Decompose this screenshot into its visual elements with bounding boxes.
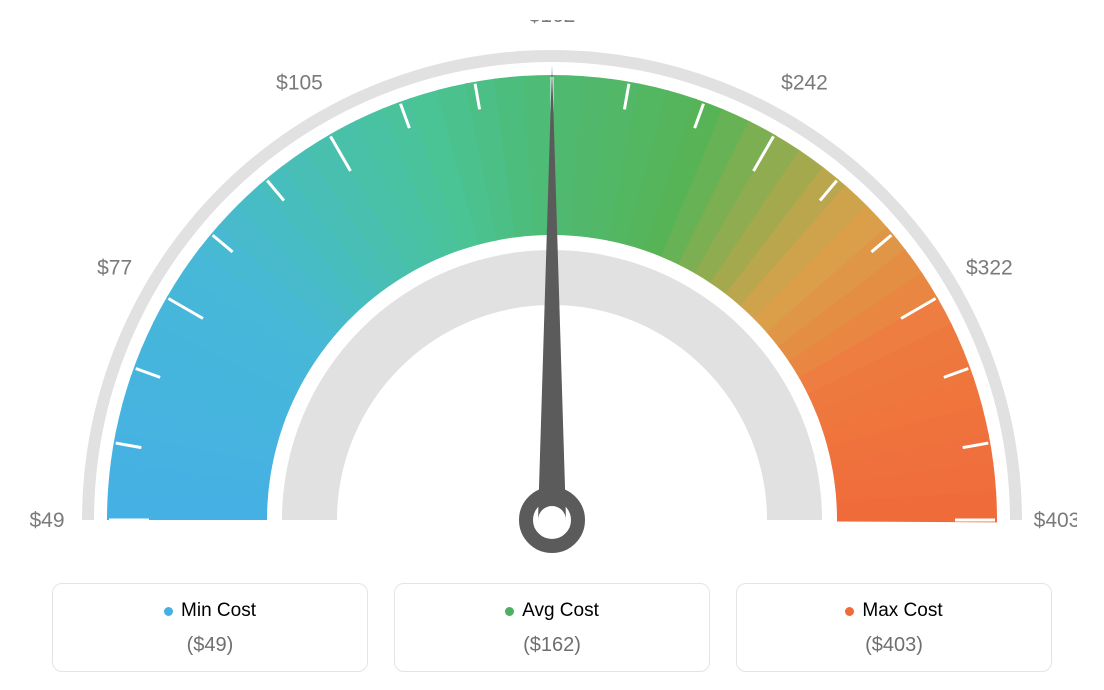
legend-max-card: Max Cost ($403) bbox=[736, 583, 1052, 672]
legend-max-value: ($403) bbox=[747, 634, 1041, 657]
gauge-svg: $49 $77 $105 $162 $242 $322 $403 bbox=[27, 20, 1077, 580]
dot-icon bbox=[505, 607, 514, 616]
legend-min-label: Min Cost bbox=[181, 600, 256, 622]
cost-gauge: $49 $77 $105 $162 $242 $322 $403 bbox=[27, 20, 1077, 580]
legend-min-title: Min Cost bbox=[164, 600, 256, 622]
svg-text:$77: $77 bbox=[97, 257, 132, 280]
legend-avg-value: ($162) bbox=[405, 634, 699, 657]
svg-text:$403: $403 bbox=[1034, 509, 1077, 532]
legend-max-title: Max Cost bbox=[845, 600, 942, 622]
legend-min-card: Min Cost ($49) bbox=[52, 583, 368, 672]
svg-text:$162: $162 bbox=[529, 20, 576, 27]
legend-min-value: ($49) bbox=[63, 634, 357, 657]
dot-icon bbox=[164, 607, 173, 616]
svg-text:$242: $242 bbox=[781, 72, 828, 95]
legend-max-label: Max Cost bbox=[862, 600, 942, 622]
svg-text:$49: $49 bbox=[29, 509, 64, 532]
legend-avg-card: Avg Cost ($162) bbox=[394, 583, 710, 672]
legend-avg-label: Avg Cost bbox=[522, 600, 599, 622]
svg-text:$322: $322 bbox=[966, 257, 1013, 280]
legend-avg-title: Avg Cost bbox=[505, 600, 599, 622]
svg-text:$105: $105 bbox=[276, 72, 323, 95]
legend-row: Min Cost ($49) Avg Cost ($162) Max Cost … bbox=[52, 583, 1052, 672]
dot-icon bbox=[845, 607, 854, 616]
